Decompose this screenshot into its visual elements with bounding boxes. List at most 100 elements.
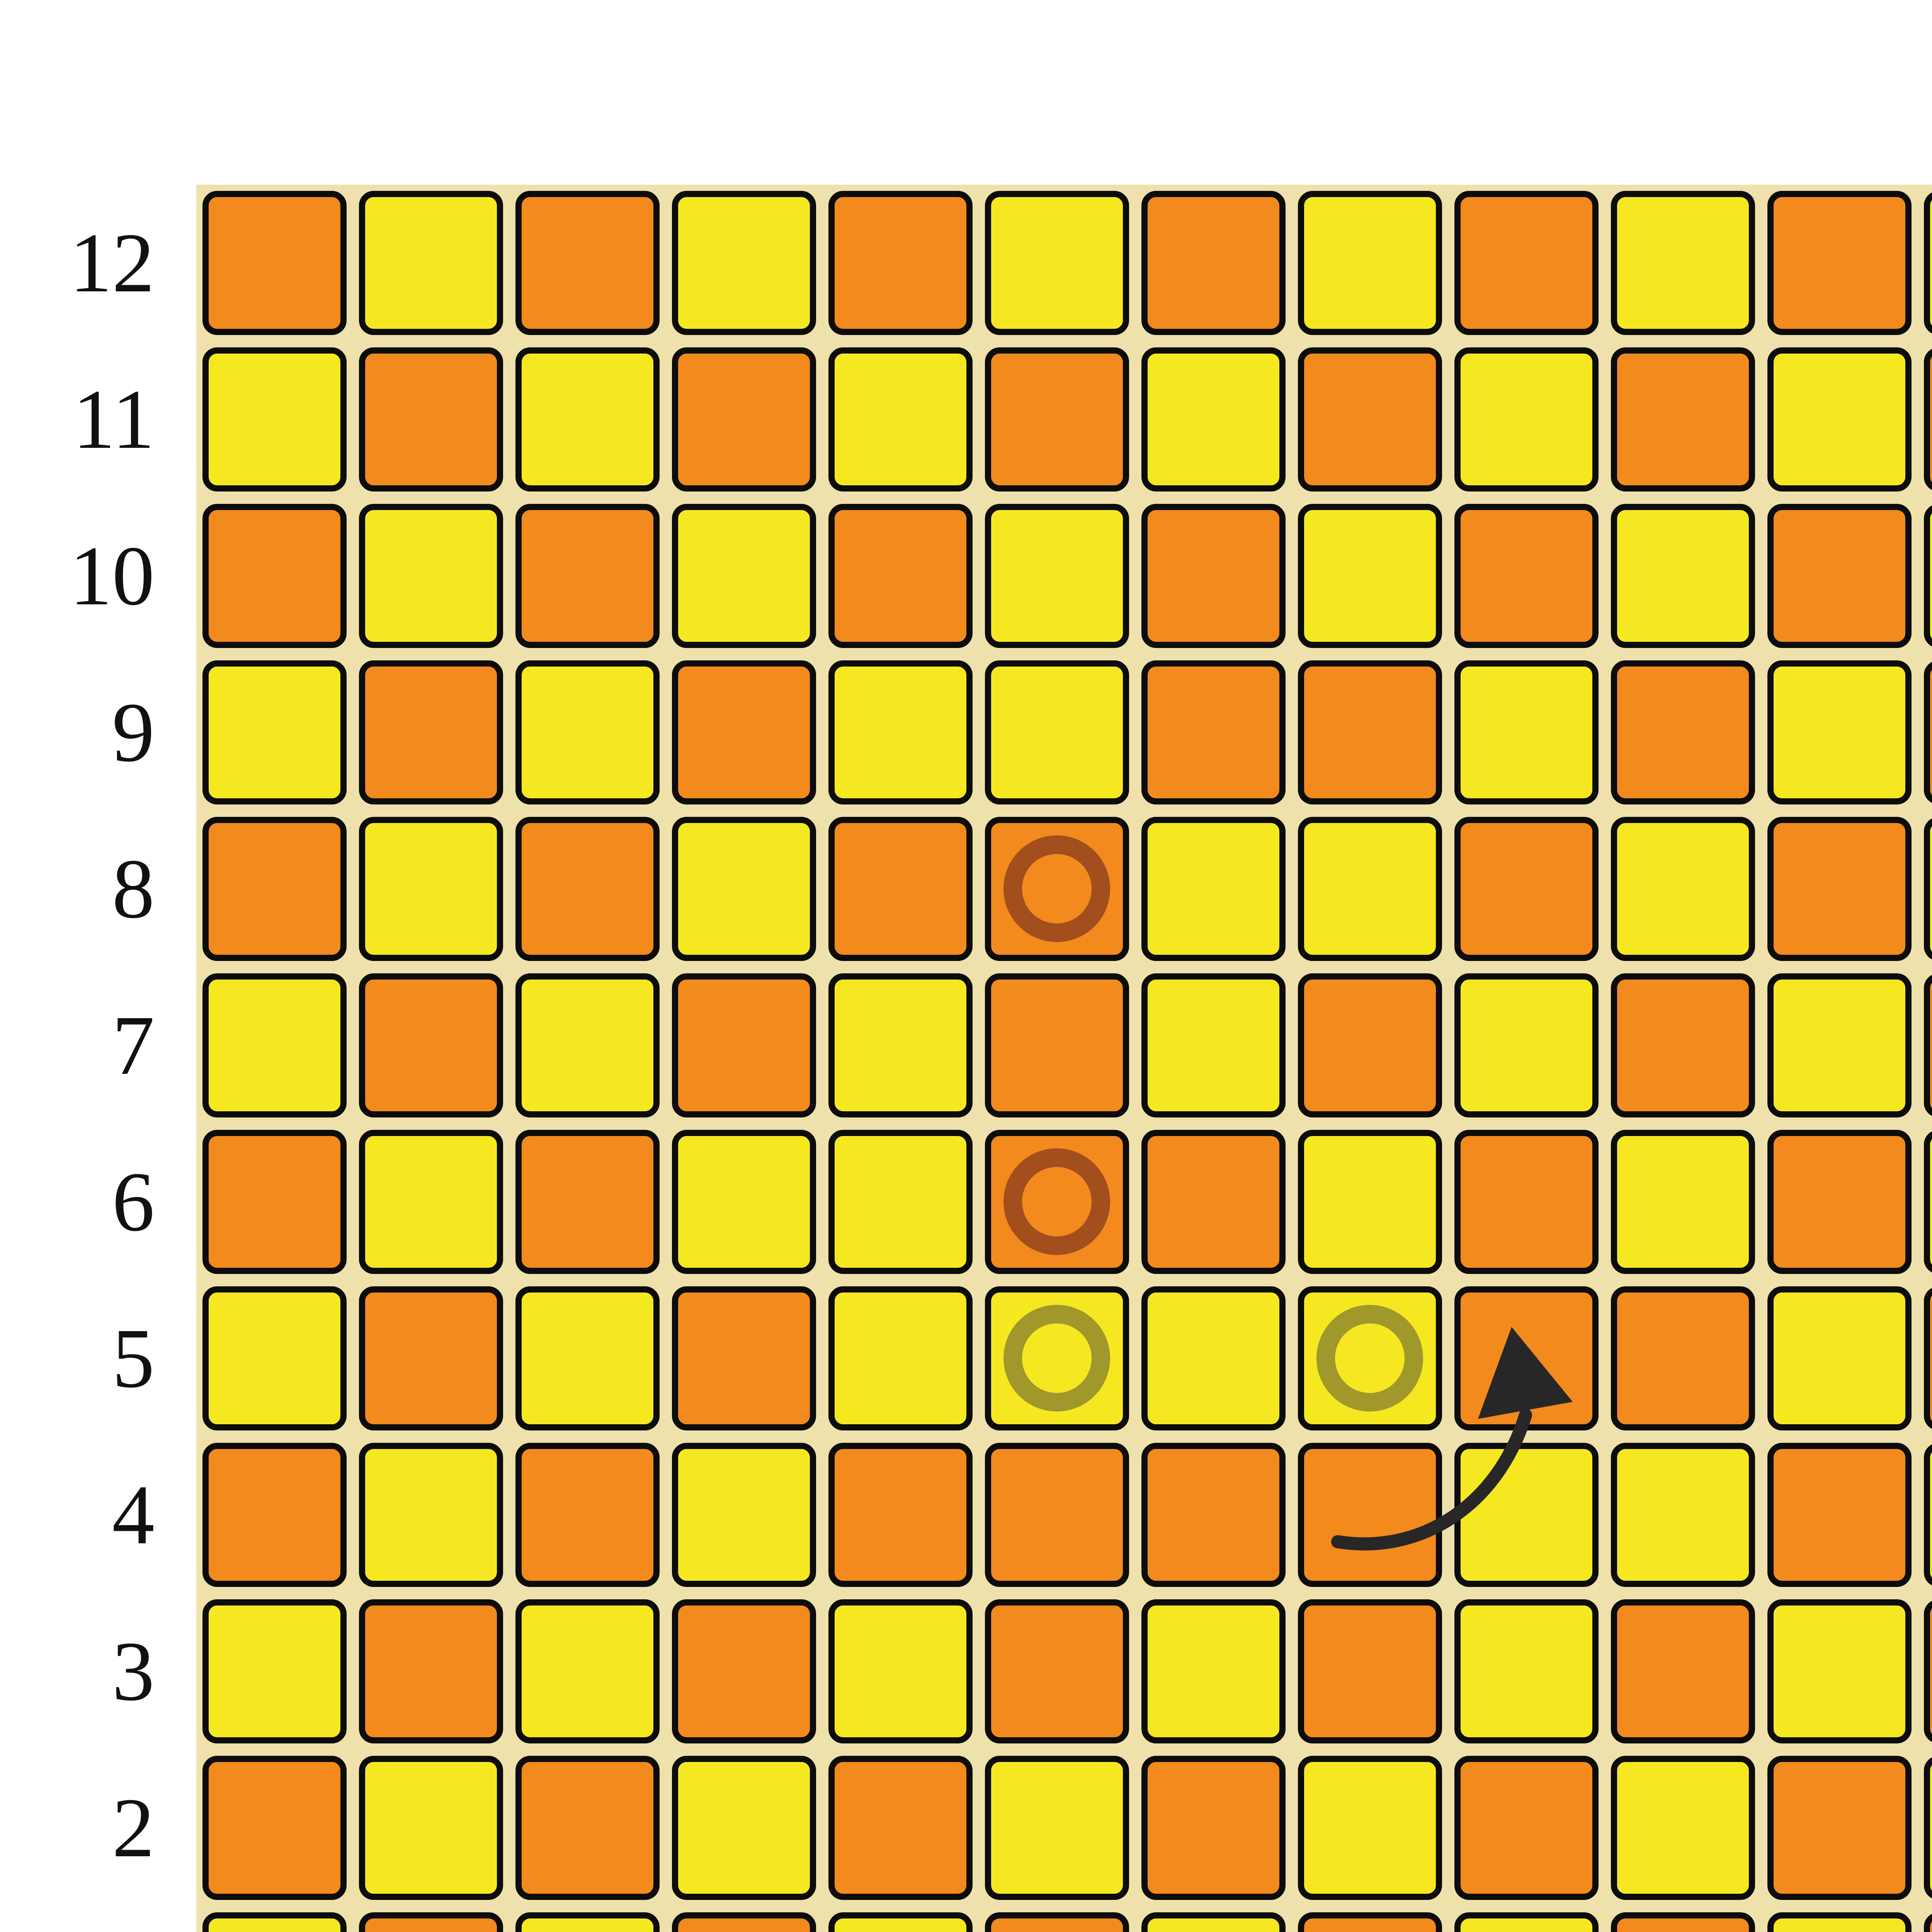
cell-L3[interactable] — [1924, 1599, 1932, 1743]
cell-K5[interactable] — [1767, 1286, 1912, 1430]
cell-A3[interactable] — [202, 1599, 347, 1743]
cell-J4[interactable] — [1611, 1443, 1755, 1587]
cell-L8[interactable] — [1924, 817, 1932, 961]
cell-D6[interactable] — [672, 1130, 816, 1274]
cell-H1[interactable] — [1298, 1912, 1442, 1932]
cell-E6[interactable] — [828, 1130, 973, 1274]
cell-A11[interactable] — [202, 347, 347, 492]
cell-J2[interactable] — [1611, 1756, 1755, 1900]
cell-D8[interactable] — [672, 817, 816, 961]
cell-E9[interactable] — [828, 660, 973, 804]
cell-K11[interactable] — [1767, 347, 1912, 492]
cell-L9[interactable] — [1924, 660, 1932, 804]
cell-E10[interactable] — [828, 504, 973, 648]
cell-D12[interactable] — [672, 191, 816, 335]
cell-K1[interactable] — [1767, 1912, 1912, 1932]
cell-L2[interactable] — [1924, 1756, 1932, 1900]
cell-L1[interactable] — [1924, 1912, 1932, 1932]
cell-F12[interactable] — [985, 191, 1129, 335]
cell-J1[interactable] — [1611, 1912, 1755, 1932]
cell-A4[interactable] — [202, 1443, 347, 1587]
cell-C2[interactable] — [515, 1756, 660, 1900]
cell-B11[interactable] — [359, 347, 503, 492]
cell-I4[interactable] — [1454, 1443, 1599, 1587]
cell-G7[interactable] — [1141, 973, 1286, 1117]
cell-D1[interactable] — [672, 1912, 816, 1932]
cell-I2[interactable] — [1454, 1756, 1599, 1900]
cell-H7[interactable] — [1298, 973, 1442, 1117]
cell-H3[interactable] — [1298, 1599, 1442, 1743]
cell-C4[interactable] — [515, 1443, 660, 1587]
cell-L11[interactable] — [1924, 347, 1932, 492]
cell-F1[interactable] — [985, 1912, 1129, 1932]
cell-H8[interactable] — [1298, 817, 1442, 961]
cell-F7[interactable] — [985, 973, 1129, 1117]
cell-B12[interactable] — [359, 191, 503, 335]
cell-D9[interactable] — [672, 660, 816, 804]
cell-I6[interactable] — [1454, 1130, 1599, 1274]
cell-A12[interactable] — [202, 191, 347, 335]
cell-F8[interactable] — [985, 817, 1129, 961]
cell-L6[interactable] — [1924, 1130, 1932, 1274]
cell-B5[interactable] — [359, 1286, 503, 1430]
cell-A6[interactable] — [202, 1130, 347, 1274]
cell-D4[interactable] — [672, 1443, 816, 1587]
cell-I3[interactable] — [1454, 1599, 1599, 1743]
cell-C11[interactable] — [515, 347, 660, 492]
cell-J6[interactable] — [1611, 1130, 1755, 1274]
cell-B4[interactable] — [359, 1443, 503, 1587]
cell-D11[interactable] — [672, 347, 816, 492]
cell-H10[interactable] — [1298, 504, 1442, 648]
cell-G3[interactable] — [1141, 1599, 1286, 1743]
cell-J3[interactable] — [1611, 1599, 1755, 1743]
cell-E12[interactable] — [828, 191, 973, 335]
cell-J7[interactable] — [1611, 973, 1755, 1117]
cell-C1[interactable] — [515, 1912, 660, 1932]
cell-E4[interactable] — [828, 1443, 973, 1587]
cell-G1[interactable] — [1141, 1912, 1286, 1932]
cell-F4[interactable] — [985, 1443, 1129, 1587]
cell-K9[interactable] — [1767, 660, 1912, 804]
cell-L5[interactable] — [1924, 1286, 1932, 1430]
cell-K7[interactable] — [1767, 973, 1912, 1117]
cell-E2[interactable] — [828, 1756, 973, 1900]
cell-K10[interactable] — [1767, 504, 1912, 648]
cell-G10[interactable] — [1141, 504, 1286, 648]
cell-L4[interactable] — [1924, 1443, 1932, 1587]
cell-J12[interactable] — [1611, 191, 1755, 335]
cell-H6[interactable] — [1298, 1130, 1442, 1274]
cell-A1[interactable] — [202, 1912, 347, 1932]
cell-I1[interactable] — [1454, 1912, 1599, 1932]
cell-G6[interactable] — [1141, 1130, 1286, 1274]
cell-B10[interactable] — [359, 504, 503, 648]
cell-G11[interactable] — [1141, 347, 1286, 492]
cell-D10[interactable] — [672, 504, 816, 648]
cell-I5[interactable] — [1454, 1286, 1599, 1430]
cell-H12[interactable] — [1298, 191, 1442, 335]
cell-G9[interactable] — [1141, 660, 1286, 804]
cell-A8[interactable] — [202, 817, 347, 961]
cell-K2[interactable] — [1767, 1756, 1912, 1900]
cell-F6[interactable] — [985, 1130, 1129, 1274]
cell-L7[interactable] — [1924, 973, 1932, 1117]
cell-C8[interactable] — [515, 817, 660, 961]
cell-F3[interactable] — [985, 1599, 1129, 1743]
cell-H9[interactable] — [1298, 660, 1442, 804]
cell-J11[interactable] — [1611, 347, 1755, 492]
cell-E1[interactable] — [828, 1912, 973, 1932]
cell-G4[interactable] — [1141, 1443, 1286, 1587]
cell-A5[interactable] — [202, 1286, 347, 1430]
cell-G5[interactable] — [1141, 1286, 1286, 1430]
cell-B7[interactable] — [359, 973, 503, 1117]
cell-E3[interactable] — [828, 1599, 973, 1743]
cell-I12[interactable] — [1454, 191, 1599, 335]
cell-I10[interactable] — [1454, 504, 1599, 648]
cell-L12[interactable] — [1924, 191, 1932, 335]
cell-K12[interactable] — [1767, 191, 1912, 335]
cell-I9[interactable] — [1454, 660, 1599, 804]
cell-B8[interactable] — [359, 817, 503, 961]
cell-I11[interactable] — [1454, 347, 1599, 492]
cell-C6[interactable] — [515, 1130, 660, 1274]
cell-H4[interactable] — [1298, 1443, 1442, 1587]
cell-C12[interactable] — [515, 191, 660, 335]
